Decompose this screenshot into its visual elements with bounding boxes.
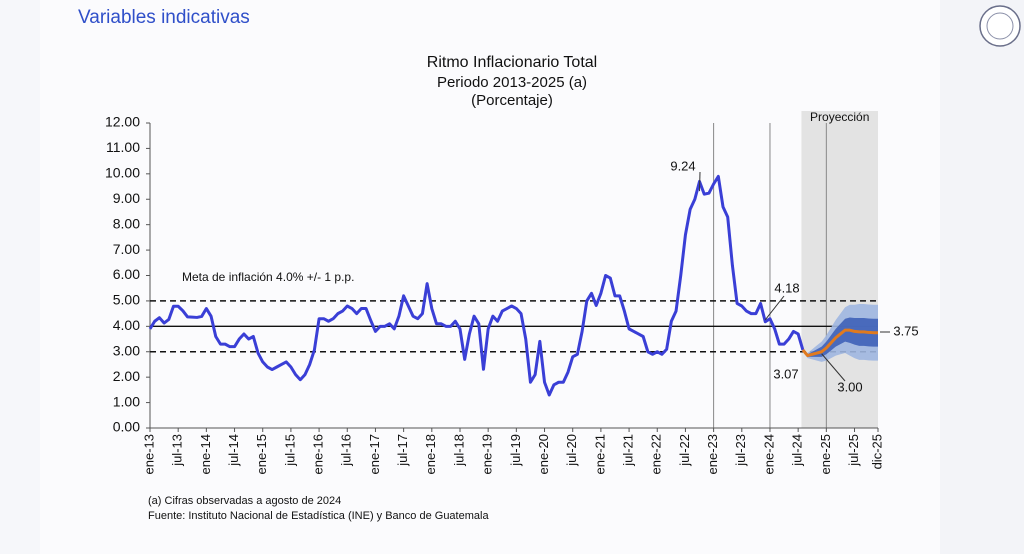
chart-subtitle: Periodo 2013-2025 (a) [437,74,587,91]
y-tick-label: 11.00 [106,139,140,155]
x-tick-label: jul-17 [395,434,410,467]
annotation: 3.75 [893,323,918,338]
x-tick-label: ene-22 [649,434,664,474]
y-tick-label: 1.00 [113,393,140,409]
y-tick-label: 3.00 [113,342,140,358]
x-tick-label: ene-15 [254,434,269,474]
chart-unit: (Porcentaje) [471,92,553,109]
x-tick-label: ene-17 [367,434,382,474]
header-title: Variables indicativas [78,7,250,28]
x-tick-label: ene-19 [480,434,495,474]
annotation: 3.07 [773,366,798,381]
x-tick-label: ene-14 [198,434,213,474]
y-tick-label: 4.00 [113,317,140,333]
x-tick-label: ene-13 [141,434,156,474]
x-tick-label: jul-22 [677,434,692,467]
footnote: (a) Cifras observadas a agosto de 2024 [148,495,341,507]
chart-title: Ritmo Inflacionario Total [427,54,597,71]
x-tick-label: dic-25 [869,434,884,469]
x-tick-label: ene-16 [311,434,326,474]
y-tick-label: 12.00 [105,114,140,130]
y-tick-label: 5.00 [113,292,140,308]
annotation: 9.24 [670,158,695,173]
footnote: Fuente: Instituto Nacional de Estadístic… [148,510,489,522]
x-tick-label: jul-24 [790,434,805,467]
y-tick-label: 10.00 [105,165,140,181]
x-tick-label: jul-25 [846,434,861,467]
x-tick-label: ene-25 [818,434,833,474]
x-tick-label: ene-24 [761,434,776,474]
y-tick-label: 0.00 [113,419,140,435]
x-tick-label: jul-16 [339,434,354,467]
annotation: Meta de inflación 4.0% +/- 1 p.p. [182,270,354,284]
x-tick-label: jul-15 [282,434,297,467]
x-tick-label: jul-20 [564,434,579,467]
side-pattern [0,0,40,554]
x-tick-label: jul-14 [226,434,241,467]
x-tick-label: jul-13 [170,434,185,467]
projection-label: Proyección [810,110,869,124]
x-tick-label: ene-18 [423,434,438,474]
x-tick-label: jul-21 [621,434,636,467]
y-tick-label: 9.00 [113,190,140,206]
y-tick-label: 8.00 [113,215,140,231]
y-tick-label: 7.00 [113,241,140,257]
side-pattern [940,0,1024,554]
y-tick-label: 6.00 [113,266,140,282]
annotation: 3.00 [837,379,862,394]
logo [980,6,1020,46]
annotation: 4.18 [774,280,799,295]
x-tick-label: ene-23 [705,434,720,474]
x-tick-label: jul-23 [733,434,748,467]
x-tick-label: jul-19 [508,434,523,467]
x-tick-label: jul-18 [451,434,466,467]
y-tick-label: 2.00 [113,368,140,384]
x-tick-label: ene-21 [592,434,607,474]
x-tick-label: ene-20 [536,434,551,474]
